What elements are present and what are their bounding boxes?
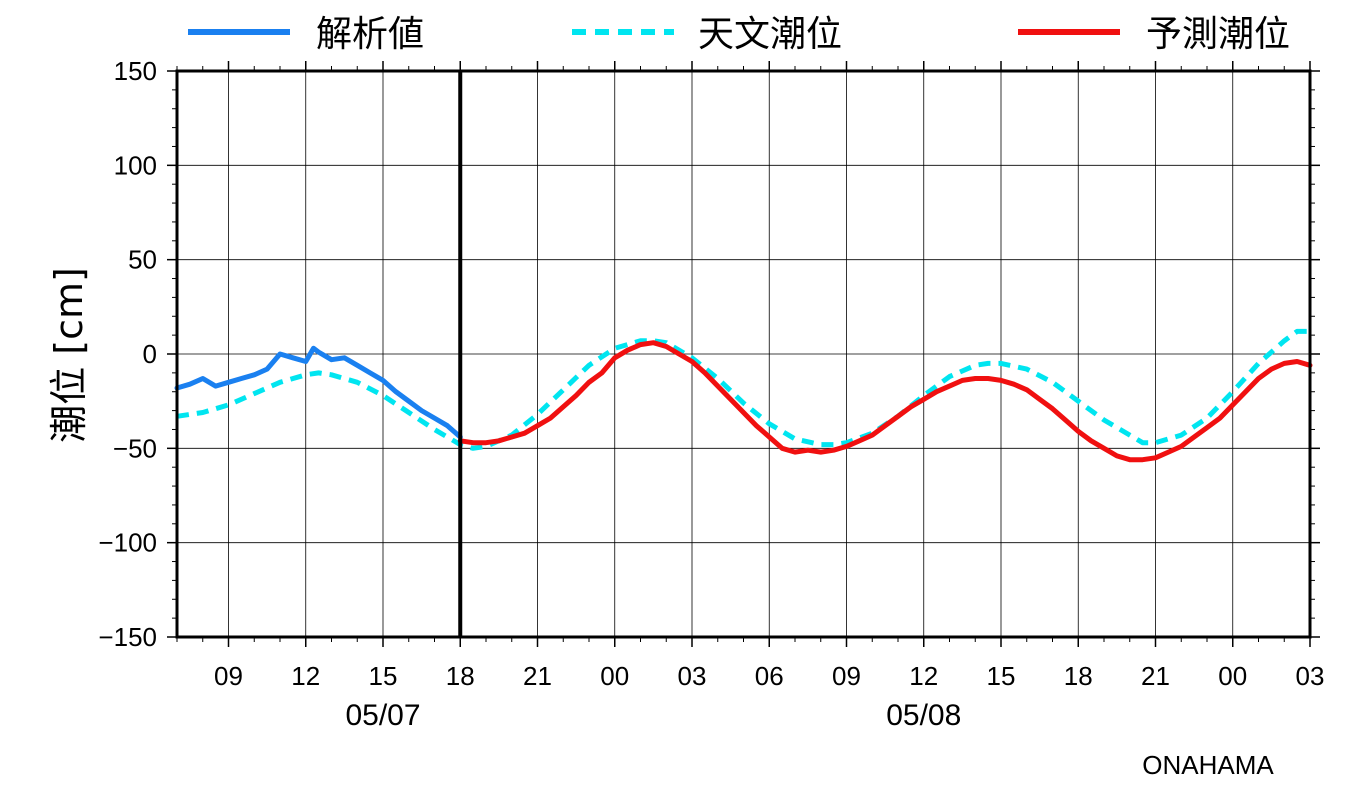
- legend-label-analysis: 解析値: [316, 14, 424, 55]
- series-astronomical-line: [176, 328, 1310, 451]
- x-tick-label: 18: [446, 661, 475, 691]
- plot-frame: [175, 69, 1312, 639]
- x-date-label: 05/08: [886, 699, 961, 732]
- legend: 解析値 天文潮位 予測潮位: [188, 14, 1290, 55]
- grid: [177, 70, 1311, 638]
- x-tick-label: 09: [832, 661, 861, 691]
- series-layer: [174, 328, 1313, 463]
- x-tick-label: 12: [909, 661, 938, 691]
- y-tick-label: 50: [128, 245, 157, 275]
- x-tick-label: 15: [369, 661, 398, 691]
- y-tick-label: 0: [143, 339, 157, 369]
- x-date-label: 05/07: [345, 699, 420, 732]
- x-tick-label: 06: [755, 661, 784, 691]
- x-tick-label: 00: [600, 661, 629, 691]
- series-predicted-line: [457, 340, 1313, 463]
- station-name: ONAHAMA: [1142, 750, 1274, 780]
- x-tick-label: 15: [987, 661, 1016, 691]
- legend-label-astronomical: 天文潮位: [698, 14, 842, 55]
- x-tick-label: 18: [1064, 661, 1093, 691]
- x-tick-label: 21: [1141, 661, 1170, 691]
- y-tick-label: −100: [98, 528, 157, 558]
- tick-labels: 150 100 50 0 −50 −100 −150 09 12 15 18 21 00 03 06 09 12…: [98, 56, 1324, 732]
- y-axis-label: 潮位 [cm]: [47, 267, 91, 443]
- x-tick-label: 21: [523, 661, 552, 691]
- x-tick-label: 00: [1218, 661, 1247, 691]
- x-tick-label: 09: [214, 661, 243, 691]
- x-tick-label: 03: [678, 661, 707, 691]
- y-tick-label: −50: [113, 433, 157, 463]
- legend-label-predicted: 予測潮位: [1146, 14, 1290, 55]
- y-tick-label: 100: [114, 150, 157, 180]
- y-tick-label: −150: [98, 622, 157, 652]
- x-tick-label: 12: [291, 661, 320, 691]
- x-tick-label: 03: [1296, 661, 1325, 691]
- frame-layer: [167, 61, 1320, 647]
- y-tick-label: 150: [114, 56, 157, 86]
- series-analysis-line: [174, 345, 463, 440]
